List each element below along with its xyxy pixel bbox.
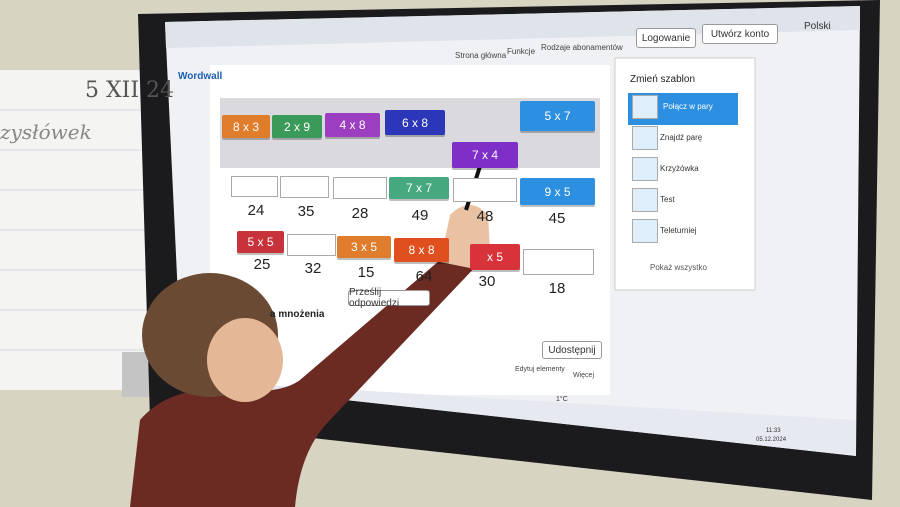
- answer-label: 45: [548, 210, 566, 227]
- word-tile[interactable]: 7 x 7: [389, 177, 449, 199]
- drop-slot[interactable]: [231, 176, 278, 197]
- language[interactable]: Polski: [804, 21, 831, 32]
- word-tile[interactable]: 3 x 5: [337, 236, 391, 258]
- template-icon: [632, 219, 658, 243]
- template-name[interactable]: Połącz w pary: [663, 102, 713, 111]
- word-tile[interactable]: x 5: [470, 244, 520, 270]
- answer-label: 25: [253, 256, 271, 273]
- show-all[interactable]: Pokaż wszystko: [650, 263, 707, 272]
- answer-label: 15: [357, 264, 375, 281]
- answer-label: 32: [304, 260, 322, 277]
- drop-slot[interactable]: [280, 176, 329, 198]
- answer-label: 30: [478, 273, 496, 290]
- word-tile[interactable]: 8 x 3: [222, 115, 270, 138]
- boy-face: [207, 318, 283, 402]
- template-icon: [632, 95, 658, 119]
- login-button[interactable]: Logowanie: [636, 28, 696, 48]
- nav-link[interactable]: Strona główna: [455, 51, 507, 60]
- template-name[interactable]: Znajdź parę: [660, 133, 703, 142]
- template-name[interactable]: Krzyżówka: [660, 164, 699, 173]
- weather: 1°C: [556, 396, 568, 403]
- sidebar-heading: Zmień szablon: [630, 74, 696, 85]
- board-word: zysłówek: [0, 120, 92, 144]
- browser-bar: [165, 6, 860, 48]
- submit-button[interactable]: Prześlij odpowiedzi: [348, 287, 430, 309]
- template-icon: [632, 157, 658, 181]
- drop-slot[interactable]: [453, 178, 517, 202]
- share-button[interactable]: Udostępnij: [542, 341, 602, 359]
- logo[interactable]: Wordwall: [178, 71, 223, 82]
- boy-shirt: [130, 246, 480, 507]
- nav-link[interactable]: Funkcje: [507, 47, 536, 56]
- answer-label: 18: [548, 280, 566, 297]
- signup-button[interactable]: Utwórz konto: [702, 24, 778, 44]
- answer-label: 64: [415, 268, 433, 285]
- edit-link[interactable]: Edytuj elementy: [515, 366, 565, 373]
- answer-label: 24: [247, 202, 265, 219]
- word-tile[interactable]: 9 x 5: [520, 178, 595, 205]
- template-icon: [632, 126, 658, 150]
- word-tile[interactable]: 8 x 8: [394, 238, 449, 262]
- activity-title: a mnożenia: [270, 309, 325, 320]
- word-tile[interactable]: 7 x 4: [452, 142, 518, 168]
- drop-slot[interactable]: [287, 234, 336, 256]
- template-name[interactable]: Test: [660, 195, 675, 204]
- word-tile[interactable]: 5 x 5: [237, 231, 284, 253]
- board-date: 5 XII 24: [85, 78, 175, 103]
- answer-label: 48: [476, 208, 494, 225]
- word-tile[interactable]: 6 x 8: [385, 110, 445, 135]
- clock-time: 11:33: [766, 428, 781, 434]
- more-link[interactable]: Więcej: [573, 372, 595, 379]
- taskbar: [182, 380, 856, 456]
- template-name[interactable]: Teleturniej: [660, 226, 697, 235]
- answer-label: 35: [297, 203, 315, 220]
- drop-slot[interactable]: [333, 177, 387, 199]
- drop-slot[interactable]: [523, 249, 594, 275]
- word-tile[interactable]: 5 x 7: [520, 101, 595, 131]
- word-tile[interactable]: 4 x 8: [325, 113, 380, 137]
- marker-holder: [122, 352, 152, 397]
- clock-date: 05.12.2024: [756, 437, 787, 443]
- nav-link[interactable]: Rodzaje abonamentów: [541, 43, 623, 52]
- answer-label: 28: [351, 205, 369, 222]
- word-tile[interactable]: 2 x 9: [272, 115, 322, 138]
- template-icon: [632, 188, 658, 212]
- answer-label: 49: [411, 207, 429, 224]
